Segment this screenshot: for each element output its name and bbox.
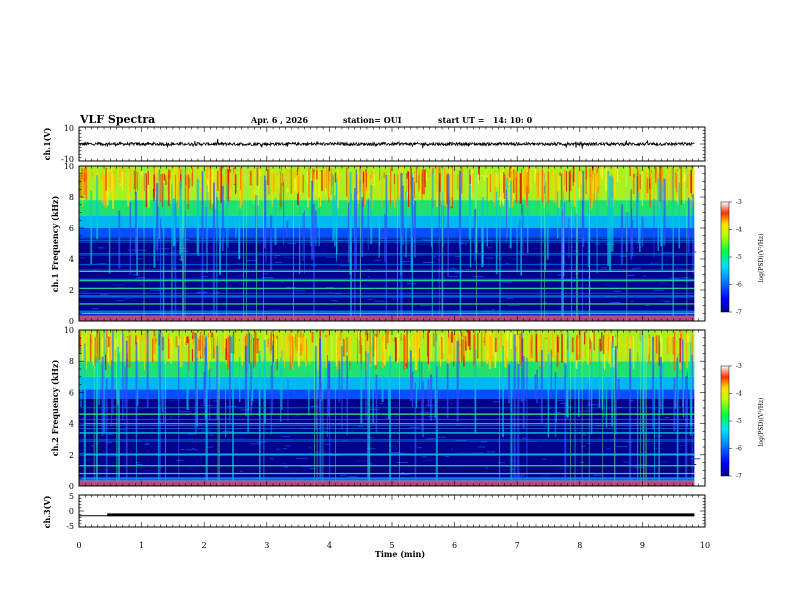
ch2-ytick-0: 0	[69, 482, 74, 491]
time-tick-2: 2	[202, 541, 207, 550]
ch1-ytick-10: 10	[64, 162, 74, 171]
ch1-ytick-8: 8	[69, 193, 74, 202]
ch1-colorbar-label: log(PSD)(V²/Hz)	[758, 234, 765, 283]
ch1-spectrogram-panel: 0 2 4 6 8 10 ch.1 Frequency (kHz) -3 -4 -5 -6 -7 …	[50, 162, 765, 326]
ch2-colorbar-label: log(PSD)(V²/Hz)	[758, 398, 765, 447]
time-tick-9: 9	[640, 541, 645, 550]
figure-title: VLF Spectra	[79, 113, 155, 126]
header-station: station= OUI	[343, 115, 402, 125]
ch1-colorbar-tick--3: -3	[736, 199, 742, 206]
ch3-level-trace	[79, 515, 694, 516]
ch2-colorbar-tick--3: -3	[736, 363, 742, 370]
time-tick-6: 6	[452, 541, 457, 550]
ch1-waveform-panel: 10 -10 ch.1(V)	[42, 124, 705, 164]
ch2-spectrogram-image	[79, 329, 700, 486]
time-tick-1: 1	[139, 541, 144, 550]
ch1-colorbar-gradient	[721, 202, 729, 312]
time-tick-0: 0	[76, 541, 81, 550]
ch2-ytick-6: 6	[69, 388, 74, 397]
time-tick-7: 7	[515, 541, 520, 550]
header-start-ut: start UT = 14: 10: 0	[438, 115, 533, 125]
ch1-colorbar-tick--5: -5	[736, 254, 742, 261]
header-date: Apr. 6 , 2026	[250, 115, 308, 125]
ch1-ylabel: ch.1(V)	[42, 127, 52, 160]
ch1-colorbar-tick--4: -4	[736, 227, 742, 234]
time-tick-10: 10	[700, 541, 710, 550]
ch3-ytick-minus5: -5	[66, 522, 74, 531]
ch2-ytick-10: 10	[64, 326, 74, 335]
ch3-ytick-5: 5	[69, 492, 74, 501]
ch2-ytick-4: 4	[69, 420, 74, 429]
ch2-ytick-2: 2	[69, 451, 74, 460]
time-tick-8: 8	[577, 541, 582, 550]
ch1-ytick-0: 0	[69, 317, 74, 326]
ch1-ytick-2: 2	[69, 286, 74, 295]
ch1-colorbar: -3 -4 -5 -6 -7 log(PSD)(V²/Hz)	[721, 199, 765, 316]
ch2-ytick-8: 8	[69, 357, 74, 366]
ch1-ytick-top: 10	[64, 124, 74, 133]
ch2-freq-label: ch.2 Frequency (kHz)	[50, 360, 60, 457]
ch3-ytick-0: 0	[69, 507, 74, 516]
ch2-colorbar-tick--4: -4	[736, 391, 742, 398]
ch3-ylabel: ch.3(V)	[42, 495, 52, 528]
time-axis-label: Time (min)	[375, 549, 425, 559]
ch1-spectrogram-image	[79, 166, 696, 321]
ch2-colorbar-gradient	[721, 366, 729, 476]
ch2-spectrogram-panel: 0 2 4 6 8 10 ch.2 Frequency (kHz) -3 -4 -5 -6 -7 …	[50, 326, 765, 491]
ch1-colorbar-tick--7: -7	[736, 309, 742, 316]
ch2-colorbar-tick--6: -6	[736, 446, 742, 453]
ch1-ytick-4: 4	[69, 255, 74, 264]
ch1-ytick-6: 6	[69, 224, 74, 233]
ch2-colorbar-tick--5: -5	[736, 418, 742, 425]
ch1-freq-label: ch.1 Frequency (kHz)	[50, 196, 60, 293]
time-tick-3: 3	[264, 541, 269, 550]
ch2-colorbar: -3 -4 -5 -6 -7 log(PSD)(V²/Hz)	[721, 363, 765, 480]
ch1-colorbar-tick--6: -6	[736, 282, 742, 289]
time-tick-4: 4	[327, 541, 332, 550]
ch2-colorbar-tick--7: -7	[736, 473, 742, 480]
figure-header: VLF Spectra Apr. 6 , 2026 station= OUI s…	[79, 113, 533, 126]
